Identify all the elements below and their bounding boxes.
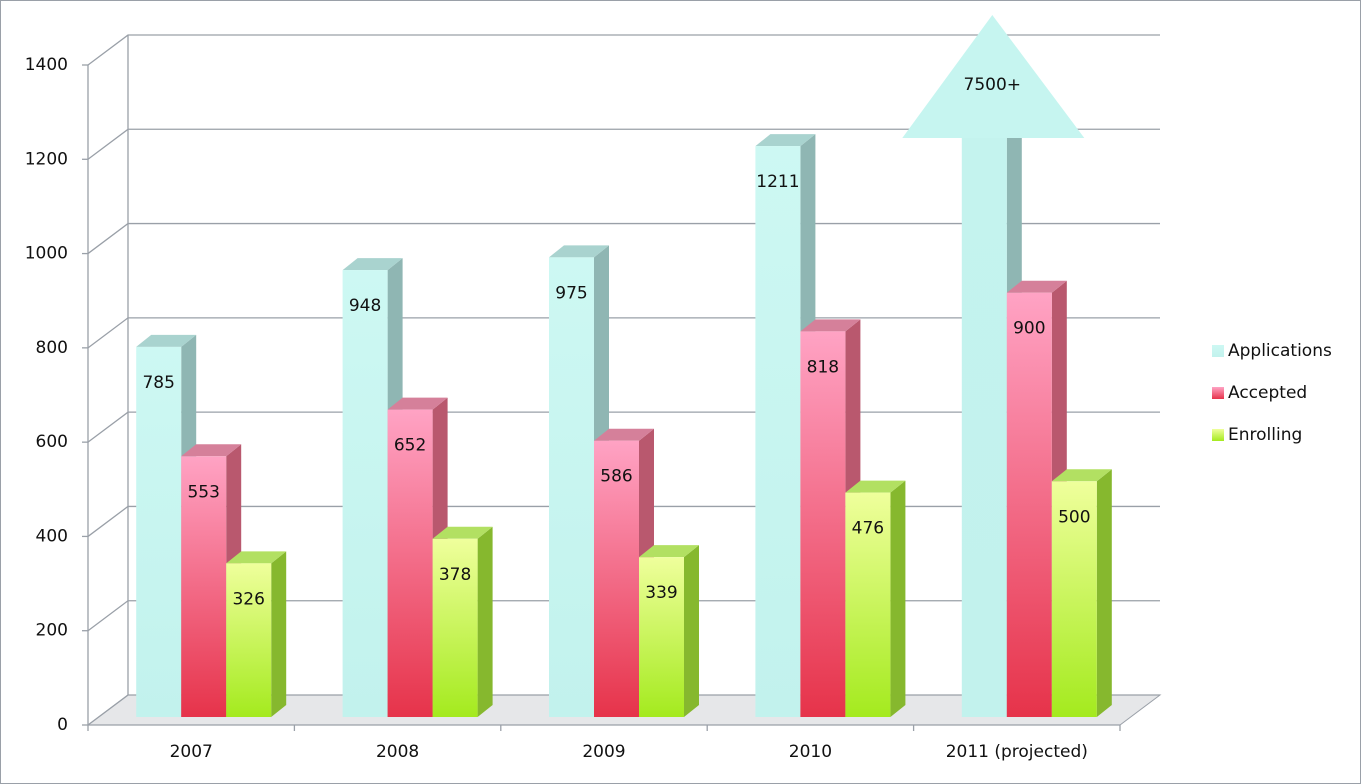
grid-line [87, 34, 1160, 66]
data-label: 553 [187, 482, 219, 502]
bar-group [639, 545, 699, 717]
bar [1006, 292, 1052, 717]
data-label: 652 [394, 436, 426, 456]
bar [342, 270, 388, 717]
bar [387, 409, 433, 717]
y-tick-label: 400 [36, 526, 68, 546]
y-tick-label: 1400 [25, 55, 68, 75]
grid-line [87, 317, 1160, 349]
bar-top [181, 444, 242, 457]
legend-label: Enrolling [1228, 425, 1302, 445]
legend-swatch [1212, 345, 1224, 357]
bar-top [639, 545, 699, 558]
data-label: 785 [142, 373, 174, 393]
bar-group [845, 480, 906, 717]
bar-top [1006, 280, 1067, 293]
data-label: 378 [439, 565, 471, 585]
bar-top [342, 258, 403, 271]
bar-side [1096, 469, 1112, 717]
bar-side [684, 545, 699, 717]
data-label: 900 [1013, 319, 1045, 339]
overflow-arrow [902, 15, 1085, 138]
x-tick-label: 2009 [582, 742, 625, 762]
y-tick-label: 800 [36, 338, 68, 358]
bar [755, 146, 801, 718]
y-tick-label: 1200 [25, 149, 68, 169]
data-label: 975 [555, 283, 587, 303]
data-label: 948 [349, 296, 381, 316]
bar-top [800, 319, 861, 332]
y-tick-label: 600 [36, 432, 68, 452]
x-tick-label: 2010 [789, 742, 832, 762]
bar [639, 557, 684, 717]
bar [226, 563, 272, 717]
legend-label: Applications [1228, 341, 1332, 361]
x-tick-label: 2008 [376, 742, 419, 762]
bar-top [845, 480, 906, 493]
bar-side [477, 526, 493, 717]
data-label: 476 [852, 519, 884, 539]
legend-swatch [1212, 387, 1224, 399]
bar-top [755, 134, 816, 147]
bar-top [226, 551, 287, 564]
bar-top [1051, 469, 1112, 482]
legend-swatch [1212, 429, 1224, 441]
bar [594, 440, 639, 717]
y-tick-label: 200 [36, 621, 68, 641]
legend-label: Accepted [1228, 383, 1307, 403]
bar [845, 492, 891, 717]
bar-top [594, 428, 654, 441]
grid-line [87, 222, 1160, 255]
bar-top [432, 526, 493, 539]
bar-top [549, 245, 609, 258]
data-label: 326 [232, 589, 264, 609]
bar [181, 456, 227, 717]
bar-group [1051, 469, 1112, 717]
x-tick-label: 2007 [170, 742, 213, 762]
data-label: 7500+ [964, 75, 1022, 95]
x-tick-label: 2011 (projected) [946, 742, 1088, 762]
bar [432, 538, 478, 717]
bar-group [226, 551, 287, 717]
bar-group [432, 526, 493, 717]
data-label: 1211 [756, 172, 799, 192]
y-tick-label: 0 [57, 715, 68, 735]
bar [549, 257, 594, 717]
grid-line [87, 128, 1160, 160]
bar [800, 331, 846, 717]
bar [136, 346, 182, 717]
data-label: 500 [1058, 507, 1090, 527]
y-tick-label: 1000 [25, 244, 68, 264]
bar-side [890, 480, 906, 717]
data-label: 586 [600, 467, 632, 487]
bar-top [387, 397, 448, 410]
data-label: 818 [807, 357, 839, 377]
bar [961, 138, 1007, 717]
data-label: 339 [645, 583, 677, 603]
bar-side [271, 551, 287, 717]
bar [1051, 481, 1097, 717]
bar-top [136, 334, 197, 347]
